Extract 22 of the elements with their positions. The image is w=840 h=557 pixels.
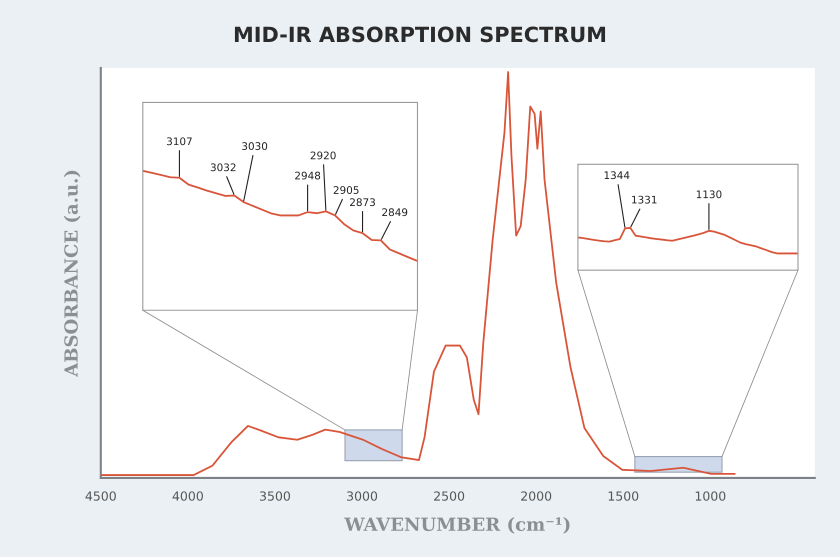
x-tick-label: 1000: [696, 491, 726, 501]
x-tick-label: 4000: [172, 491, 203, 501]
annotation: 3032: [210, 163, 236, 172]
x-tick-label: 3500: [260, 491, 290, 501]
annotation: 1331: [632, 196, 656, 204]
annotation: 2948: [295, 172, 320, 180]
chart-title: MID-IR ABSORPTION SPECTRUM: [234, 26, 606, 42]
annotation: 1130: [696, 190, 722, 198]
x-tick-label: 2500: [434, 491, 464, 501]
x-tick-label: 1500: [608, 491, 638, 501]
annotation: 2920: [310, 151, 336, 160]
x-tick-label: 4500: [86, 491, 116, 501]
x-tick-label: 3000: [347, 491, 378, 501]
annotation: 2873: [350, 198, 375, 206]
annotation: 2905: [334, 186, 359, 194]
x-axis-title: WAVENUMBER (cm⁻¹): [344, 517, 570, 534]
annotation: 2849: [382, 208, 408, 216]
x-tick-label: 2000: [521, 491, 552, 501]
y-axis-title: ABSORBANCE (a.u.): [64, 170, 80, 377]
annotation: 3107: [166, 137, 192, 146]
annotation: 1344: [604, 171, 630, 180]
annotation: 3030: [242, 142, 268, 150]
